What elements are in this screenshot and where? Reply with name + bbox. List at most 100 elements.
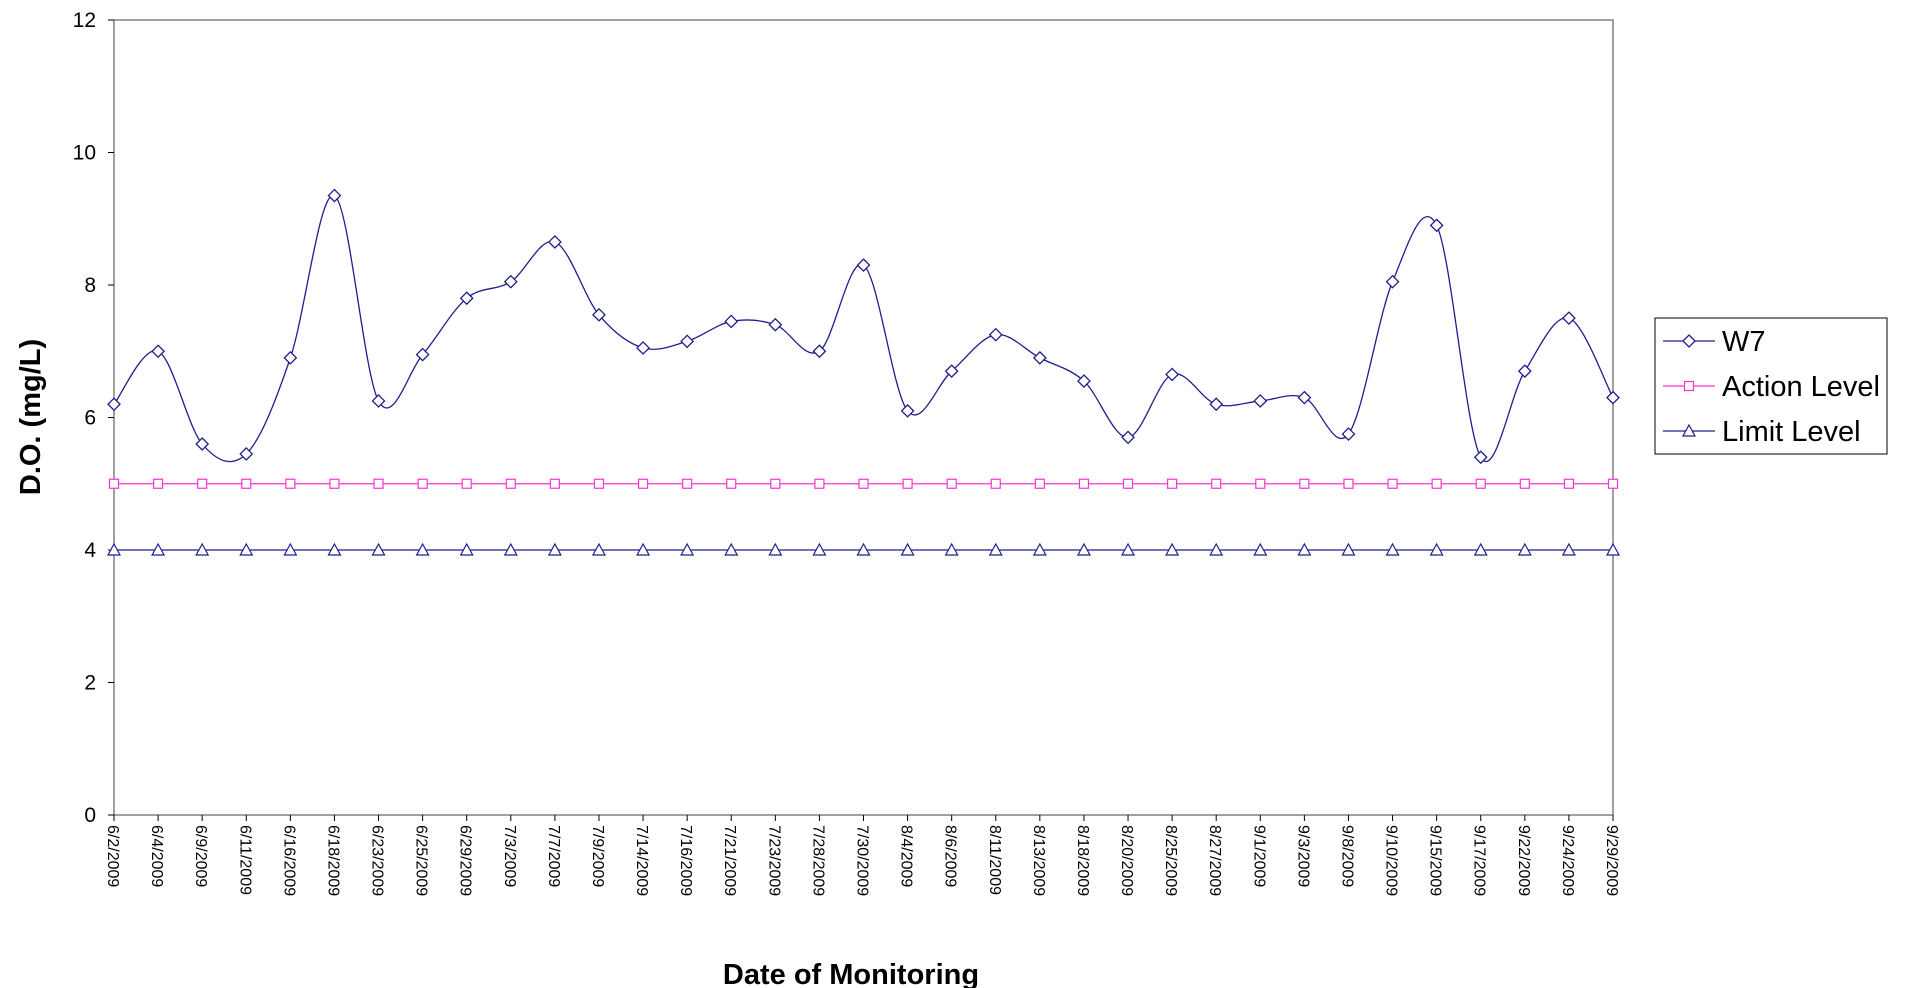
legend-item-limit-level: Limit Level bbox=[1663, 416, 1861, 448]
x-tick-label: 7/3/2009 bbox=[501, 825, 518, 887]
legend-item-w7: W7 bbox=[1663, 326, 1766, 358]
data-point-action-level bbox=[637, 478, 649, 489]
y-tick-label: 4 bbox=[84, 539, 96, 562]
data-point-limit-level bbox=[327, 542, 342, 556]
data-point-action-level bbox=[461, 478, 472, 489]
data-point-w7 bbox=[1385, 274, 1400, 289]
series-action-level bbox=[108, 478, 1619, 489]
data-point-w7 bbox=[768, 317, 783, 332]
data-point-w7 bbox=[1077, 374, 1091, 388]
x-tick-label: 6/18/2009 bbox=[324, 825, 341, 896]
data-point-w7 bbox=[1473, 450, 1488, 465]
x-tick-label: 7/23/2009 bbox=[765, 825, 782, 896]
data-point-limit-level bbox=[988, 542, 1003, 556]
x-tick-label: 9/15/2009 bbox=[1427, 825, 1444, 896]
data-point-limit-level bbox=[283, 542, 298, 556]
data-point-action-level bbox=[329, 478, 340, 489]
series-limit-level bbox=[106, 542, 1621, 556]
data-point-limit-level bbox=[1429, 542, 1444, 556]
data-point-limit-level bbox=[1385, 542, 1400, 556]
data-point-limit-level bbox=[1076, 542, 1091, 556]
data-point-w7 bbox=[547, 235, 562, 249]
data-point-action-level bbox=[1078, 478, 1090, 489]
data-point-w7 bbox=[1341, 427, 1356, 441]
data-point-limit-level bbox=[900, 542, 915, 556]
x-tick-label: 9/17/2009 bbox=[1471, 825, 1488, 896]
data-point-w7 bbox=[1253, 394, 1268, 408]
data-point-w7 bbox=[107, 397, 121, 412]
data-point-action-level bbox=[1431, 478, 1442, 489]
x-tick-label: 8/20/2009 bbox=[1118, 825, 1135, 896]
data-point-w7 bbox=[1032, 350, 1047, 365]
y-tick-label: 6 bbox=[84, 407, 96, 430]
data-point-limit-level bbox=[680, 542, 695, 556]
data-point-w7 bbox=[1429, 218, 1444, 233]
x-tick-label: 8/6/2009 bbox=[942, 825, 959, 887]
data-point-w7 bbox=[636, 341, 650, 355]
legend-marker-action-level bbox=[1683, 380, 1695, 392]
data-point-action-level bbox=[990, 478, 1001, 489]
data-point-w7 bbox=[1165, 367, 1180, 382]
data-point-action-level bbox=[1519, 478, 1530, 489]
x-tick-label: 6/25/2009 bbox=[413, 825, 430, 896]
data-point-action-level bbox=[1211, 478, 1222, 489]
data-point-limit-level bbox=[1209, 542, 1224, 556]
data-point-w7 bbox=[856, 258, 871, 273]
legend-marker-limit-level bbox=[1681, 423, 1697, 437]
data-point-w7 bbox=[1517, 364, 1532, 379]
data-point-w7 bbox=[371, 394, 386, 408]
x-tick-label: 6/16/2009 bbox=[280, 825, 297, 896]
data-point-action-level bbox=[1122, 478, 1134, 489]
data-point-limit-level bbox=[239, 542, 254, 556]
data-point-w7 bbox=[592, 307, 606, 322]
x-tick-label: 7/9/2009 bbox=[589, 825, 606, 887]
legend-label: W7 bbox=[1722, 326, 1766, 358]
y-tick-label: 2 bbox=[84, 672, 96, 695]
data-point-w7 bbox=[900, 403, 915, 418]
data-point-w7 bbox=[415, 347, 430, 362]
data-point-w7 bbox=[1297, 390, 1312, 405]
data-point-action-level bbox=[726, 478, 737, 489]
data-point-action-level bbox=[770, 478, 781, 489]
data-point-limit-level bbox=[1517, 542, 1532, 556]
x-tick-label: 6/23/2009 bbox=[369, 825, 386, 896]
x-tick-label: 8/13/2009 bbox=[1030, 825, 1047, 896]
data-point-w7 bbox=[1209, 397, 1224, 412]
data-point-limit-level bbox=[636, 542, 651, 556]
data-point-limit-level bbox=[503, 542, 518, 556]
data-point-action-level bbox=[417, 478, 428, 489]
legend-marker-w7 bbox=[1682, 334, 1696, 348]
data-point-w7 bbox=[1606, 390, 1620, 405]
data-point-action-level bbox=[1167, 478, 1178, 489]
y-tick-label: 12 bbox=[73, 9, 96, 32]
data-point-limit-level bbox=[724, 542, 739, 556]
data-point-limit-level bbox=[1121, 542, 1136, 556]
data-point-action-level bbox=[152, 478, 164, 489]
x-tick-label: 9/29/2009 bbox=[1603, 825, 1620, 896]
data-point-action-level bbox=[902, 478, 913, 489]
data-point-action-level bbox=[814, 478, 825, 489]
x-tick-label: 7/21/2009 bbox=[721, 825, 738, 896]
data-point-action-level bbox=[1563, 478, 1575, 489]
data-point-action-level bbox=[285, 478, 296, 489]
data-point-limit-level bbox=[1561, 542, 1576, 556]
x-tick-label: 9/24/2009 bbox=[1559, 825, 1576, 896]
data-point-w7 bbox=[1561, 311, 1576, 326]
data-point-w7 bbox=[503, 274, 518, 289]
data-point-limit-level bbox=[1341, 542, 1356, 556]
data-point-action-level bbox=[1034, 478, 1045, 489]
data-point-limit-level bbox=[415, 542, 430, 556]
y-axis-title: D.O. (mg/L) bbox=[15, 339, 47, 495]
legend-item-action-level: Action Level bbox=[1663, 371, 1880, 403]
data-point-action-level bbox=[946, 478, 957, 489]
data-point-action-level bbox=[549, 478, 560, 489]
data-point-action-level bbox=[108, 478, 120, 489]
x-tick-label: 8/11/2009 bbox=[986, 825, 1003, 895]
data-point-action-level bbox=[197, 478, 208, 489]
data-point-action-level bbox=[858, 478, 869, 489]
data-point-limit-level bbox=[1165, 542, 1180, 556]
data-point-limit-level bbox=[1605, 542, 1621, 556]
legend-label: Action Level bbox=[1722, 371, 1880, 403]
data-point-limit-level bbox=[812, 542, 827, 556]
